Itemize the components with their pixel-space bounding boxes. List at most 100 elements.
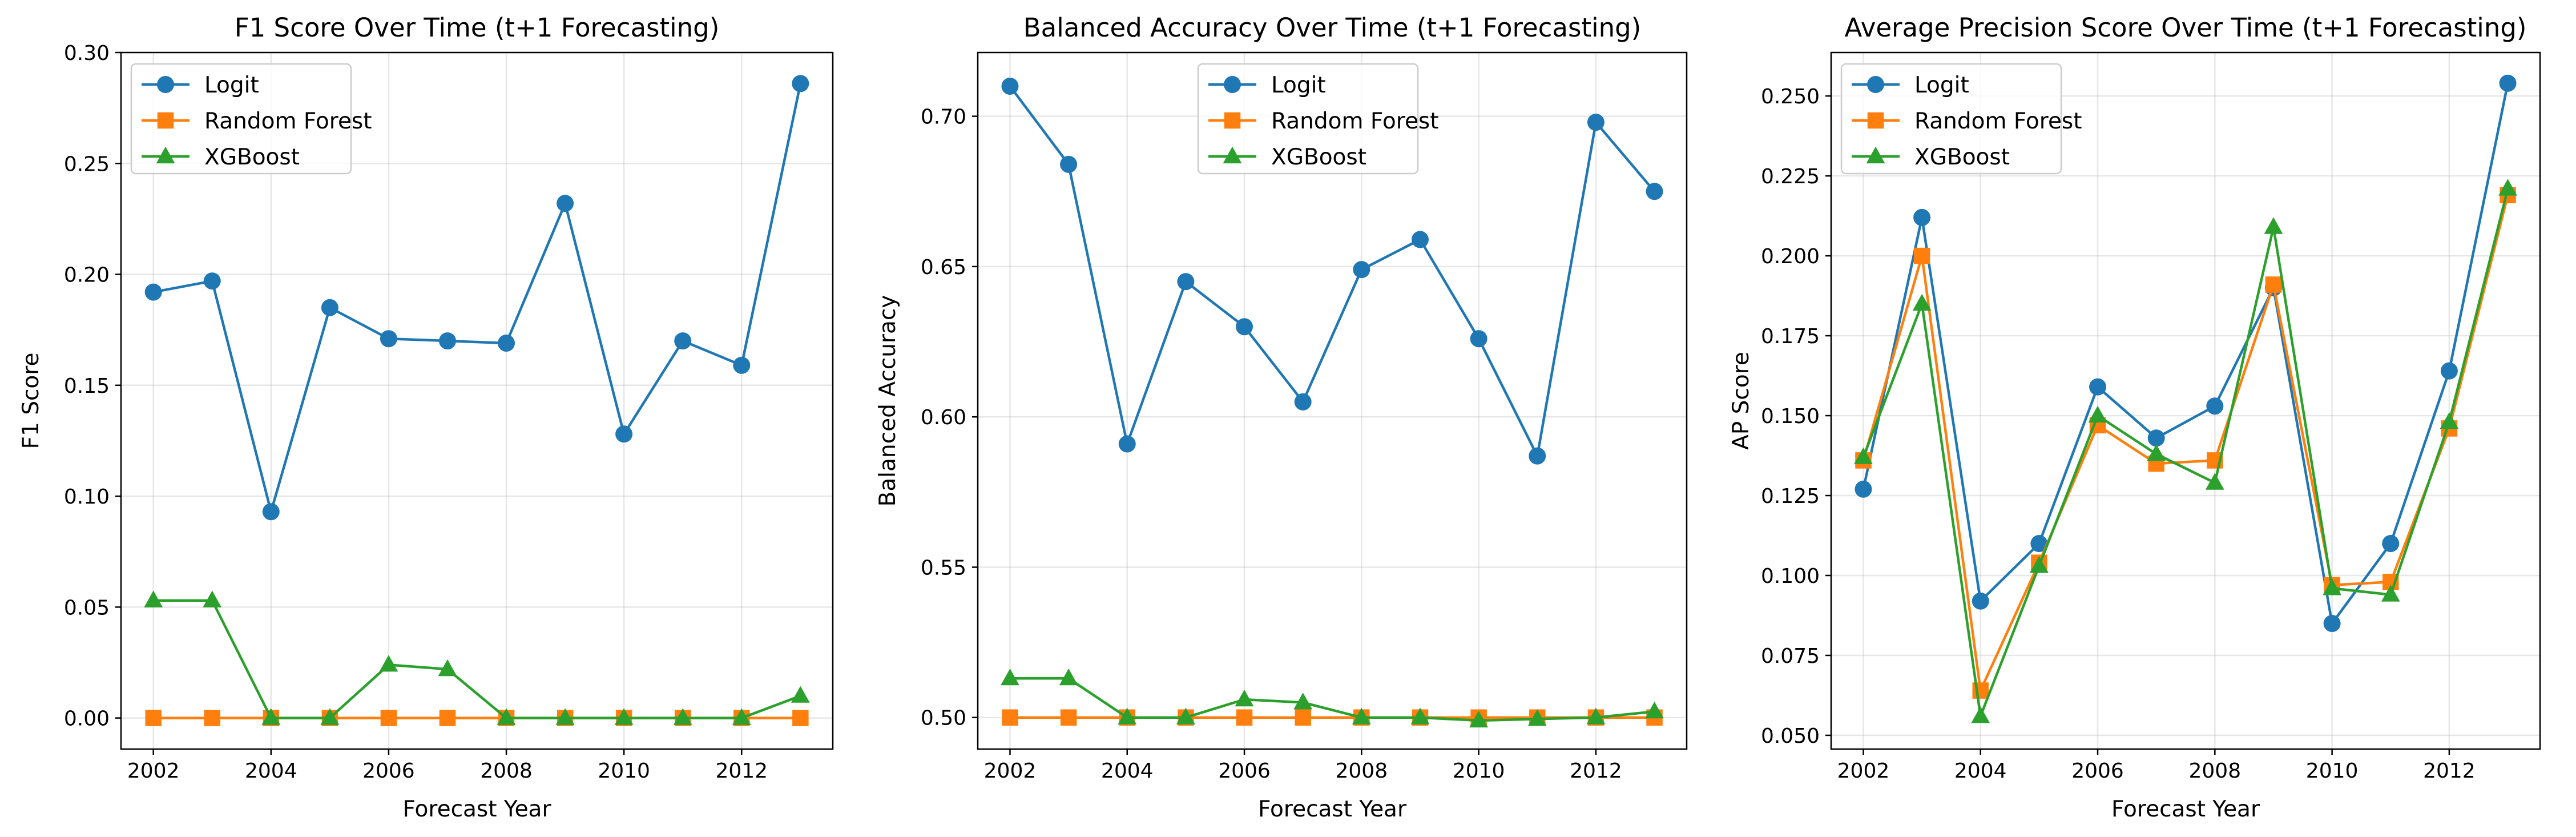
x-axis-label: Forecast Year (1258, 796, 1407, 822)
data-point (2088, 405, 2107, 423)
legend: Logit Random Forest XGBoost (1197, 63, 1439, 175)
legend-label: XGBoost (1271, 144, 1366, 170)
legend-label: XGBoost (1914, 144, 2010, 170)
legend-marker (1224, 112, 1241, 129)
x-tick-label: 2004 (245, 759, 297, 783)
data-point (2147, 444, 2166, 461)
data-point (438, 332, 456, 350)
y-tick-label: 0.225 (1761, 165, 1820, 188)
data-point (2323, 578, 2341, 595)
data-point (557, 195, 574, 212)
x-tick-label: 2012 (2423, 759, 2476, 783)
x-tick-label: 2002 (127, 759, 180, 783)
y-tick-label: 0.075 (1761, 645, 1820, 668)
data-point (1586, 707, 1606, 725)
data-point (1529, 447, 1546, 465)
data-point (1176, 707, 1195, 725)
y-axis-label: F1 Score (18, 353, 44, 449)
data-point (1855, 480, 1872, 498)
data-point (1913, 208, 1931, 226)
data-point (1235, 689, 1254, 707)
x-tick-label: 2002 (1837, 759, 1890, 783)
legend-marker (1867, 112, 1884, 129)
x-tick-label: 2006 (362, 759, 415, 783)
x-tick-label: 2004 (1101, 759, 1154, 783)
legend-frame (130, 63, 352, 175)
y-tick-label: 0.20 (64, 264, 110, 287)
legend-label: Logit (1914, 73, 1969, 98)
y-tick-label: 0.50 (921, 707, 966, 730)
data-point (1913, 247, 1930, 264)
data-point (439, 710, 456, 726)
data-point (2089, 378, 2107, 396)
y-tick-label: 0.55 (921, 556, 966, 580)
data-point (1059, 669, 1078, 686)
data-point (1002, 709, 1018, 726)
data-point (2147, 429, 2165, 447)
y-tick-label: 0.30 (64, 42, 110, 65)
legend-marker (157, 112, 174, 129)
data-point (1236, 318, 1253, 336)
plot-frame (977, 51, 1688, 750)
data-point (1118, 435, 1136, 453)
data-point (791, 686, 810, 703)
legend-label: Random Forest (1914, 108, 2082, 134)
data-point (1645, 701, 1664, 719)
legend: Logit Random Forest XGBoost (1840, 63, 2082, 175)
series-line-logit (1862, 82, 2509, 625)
data-point (1118, 707, 1137, 725)
data-point (792, 75, 809, 92)
data-point (1470, 330, 1487, 348)
data-point (1001, 77, 1019, 95)
chart-title: F1 Score Over Time (t+1 Forecasting) (235, 13, 720, 43)
x-tick-label: 2006 (2071, 759, 2124, 783)
data-point (321, 299, 338, 316)
data-point (1912, 293, 1932, 311)
series-line-logit (152, 82, 802, 513)
series-line-xgboost (1009, 677, 1656, 722)
data-point (2440, 362, 2458, 380)
series-line-xgboost (1862, 187, 2509, 718)
y-tick-label: 0.60 (921, 406, 966, 429)
legend-marker (1224, 76, 1241, 93)
data-point (379, 655, 398, 672)
data-point (1854, 447, 1873, 464)
legend-marker (1223, 146, 1242, 164)
data-point (380, 710, 397, 726)
y-tick-label: 0.100 (1761, 565, 1820, 588)
data-point (438, 659, 457, 677)
data-point (144, 590, 163, 607)
data-point (555, 708, 575, 725)
chart-panel-3: 2002 2004 2006 2008 2010 2012 0.050 0.075 0.100 0… (1728, 13, 2541, 822)
data-point (674, 332, 692, 350)
y-tick-label: 0.25 (64, 152, 110, 176)
data-point (2030, 556, 2049, 573)
data-point (380, 330, 397, 348)
x-tick-label: 2012 (715, 759, 768, 783)
series-line-logit (1009, 84, 1656, 457)
y-tick-label: 0.70 (921, 106, 966, 129)
y-tick-label: 0.150 (1761, 405, 1820, 428)
legend-marker (1866, 146, 1885, 164)
data-point (732, 708, 751, 725)
y-tick-label: 0.00 (64, 707, 110, 731)
y-axis-label: Balanced Accuracy (875, 295, 901, 507)
legend-label: XGBoost (204, 144, 300, 170)
legend-label: Random Forest (1271, 108, 1439, 134)
data-point (2499, 74, 2517, 92)
data-point (1236, 709, 1253, 726)
y-tick-label: 0.200 (1761, 245, 1820, 268)
data-point (1469, 710, 1488, 728)
data-point (1177, 273, 1195, 291)
y-tick-label: 0.125 (1761, 485, 1820, 508)
data-point (2440, 412, 2459, 429)
legend-label: Logit (1271, 73, 1326, 98)
data-point (1353, 261, 1370, 279)
legend-label: Random Forest (204, 108, 372, 134)
series-line-random-forest (1862, 194, 2509, 692)
x-tick-label: 2010 (2306, 759, 2359, 783)
data-point (792, 710, 809, 726)
data-point (1411, 231, 1429, 248)
data-point (2381, 585, 2400, 602)
